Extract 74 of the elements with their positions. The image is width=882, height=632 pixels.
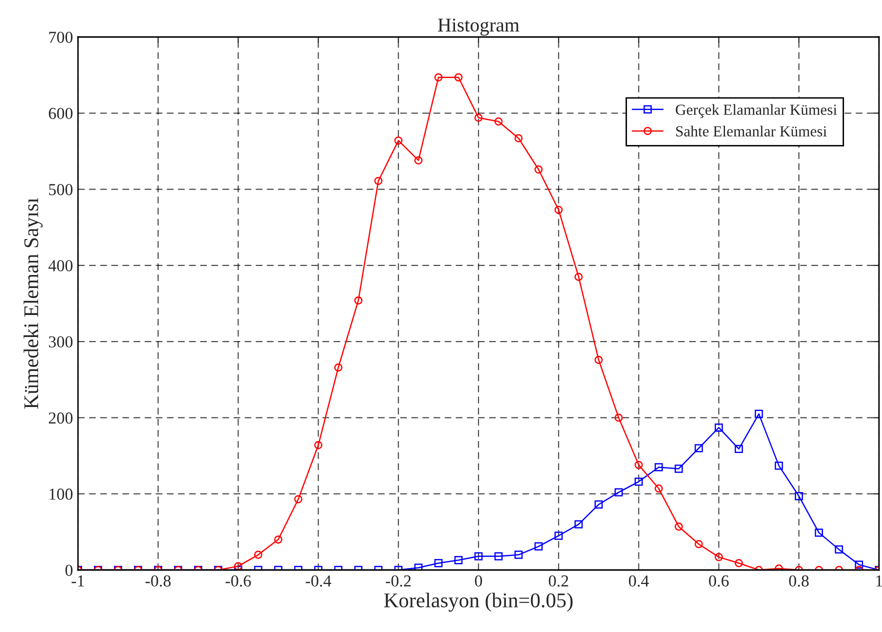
point	[574, 272, 583, 281]
point	[594, 356, 603, 364]
point	[594, 500, 603, 509]
point	[694, 540, 703, 548]
point	[474, 114, 483, 122]
point	[774, 462, 783, 470]
x-tick-label: -1	[72, 575, 84, 586]
point	[474, 552, 483, 560]
point	[534, 165, 543, 174]
point	[454, 556, 463, 564]
point	[614, 488, 623, 496]
point	[734, 444, 743, 454]
point	[794, 492, 803, 500]
point	[674, 522, 683, 531]
point	[314, 441, 322, 450]
point	[714, 424, 723, 432]
point	[534, 542, 543, 550]
y-tick-label: 400	[48, 260, 73, 272]
point	[554, 206, 563, 214]
point	[234, 562, 242, 570]
point	[354, 296, 362, 305]
x-tick-label: 0.4	[628, 575, 649, 587]
point	[554, 532, 563, 540]
point	[834, 545, 844, 554]
y-axis-title: Kümedeki Eleman Sayısı	[24, 198, 43, 409]
x-tick-label: -0.8	[146, 575, 171, 587]
point	[774, 564, 783, 570]
point	[714, 552, 723, 562]
y-tick-label: 700	[49, 32, 73, 43]
point	[434, 73, 443, 82]
point	[854, 560, 864, 569]
x-tick-label: 0.2	[548, 575, 568, 587]
legend-label: Sahte Elemanlar Kümesi	[676, 126, 827, 136]
point	[454, 73, 463, 82]
x-tick-label: -0.4	[306, 575, 332, 587]
point	[694, 444, 703, 452]
y-tick-label: 300	[48, 336, 73, 348]
y-tick-label: 500	[49, 184, 73, 196]
point	[574, 520, 583, 528]
x-tick-label: 0.8	[789, 575, 809, 587]
x-tick-label: 1	[876, 575, 882, 586]
point	[634, 460, 643, 470]
point	[634, 478, 643, 486]
point	[754, 410, 763, 418]
point	[414, 156, 423, 164]
y-tick-label: 600	[48, 108, 73, 120]
x-tick-label: 0	[474, 575, 482, 587]
point	[734, 559, 743, 568]
point	[514, 550, 523, 559]
point	[294, 495, 302, 504]
point	[434, 559, 443, 568]
x-tick-label: 0.6	[709, 575, 729, 587]
point	[514, 134, 523, 142]
point	[374, 176, 382, 186]
point	[814, 528, 824, 537]
point	[614, 414, 623, 422]
point	[414, 564, 423, 570]
point	[654, 484, 663, 493]
x-tick-label: -0.6	[226, 575, 251, 587]
point	[334, 363, 342, 372]
point	[494, 117, 503, 126]
point	[654, 463, 663, 472]
x-axis-title: Korelasyon (bin=0.05)	[384, 592, 573, 612]
point	[254, 550, 262, 559]
y-tick-label: 0	[65, 564, 73, 576]
point	[274, 535, 282, 544]
x-tick-label: -0.2	[386, 575, 411, 587]
y-tick-label: 100	[50, 488, 73, 500]
legend-label: Gerçek Elamanlar Kümesi	[676, 104, 837, 118]
point	[494, 552, 503, 560]
y-tick-label: 200	[48, 412, 73, 424]
point	[674, 464, 683, 473]
chart-title: Histogram	[438, 18, 520, 36]
point	[394, 136, 402, 145]
